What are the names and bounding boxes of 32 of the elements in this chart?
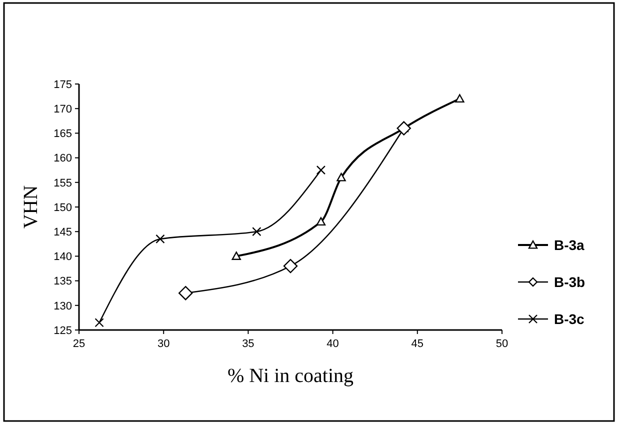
- point: [336, 172, 346, 182]
- x-tick-label: 35: [242, 338, 254, 350]
- y-tick-label: 125: [54, 324, 72, 337]
- point: [316, 217, 326, 226]
- y-tick-label: 170: [54, 103, 72, 116]
- point: [316, 166, 326, 175]
- legend-label: B-3a: [554, 236, 585, 253]
- point: [94, 318, 104, 328]
- x-axis-title: % Ni in coating: [227, 365, 354, 387]
- y-tick-label: 145: [54, 226, 72, 238]
- y-tick-label: 175: [54, 78, 72, 91]
- x-tick-label: 40: [326, 338, 339, 350]
- point: [455, 94, 464, 103]
- x-tick-label: 30: [157, 338, 170, 350]
- point: [156, 234, 165, 244]
- y-tick-label: 160: [54, 152, 72, 165]
- point: [232, 252, 241, 260]
- y-tick-label: 130: [54, 300, 72, 312]
- y-axis-title: VHN: [20, 185, 42, 229]
- x-tick-label: 45: [411, 338, 424, 350]
- y-tick-label: 135: [54, 276, 72, 288]
- legend-label: B-3c: [554, 310, 585, 327]
- point: [283, 258, 298, 274]
- y-tick-label: 165: [54, 128, 72, 140]
- y-tick-label: 155: [54, 177, 72, 190]
- point: [252, 227, 262, 236]
- x-tick-label: 25: [72, 338, 86, 350]
- point: [178, 286, 193, 300]
- y-tick-label: 150: [54, 202, 72, 214]
- x-tick-label: 50: [496, 338, 508, 350]
- y-tick-label: 140: [54, 251, 72, 264]
- legend-label: B-3b: [554, 274, 586, 290]
